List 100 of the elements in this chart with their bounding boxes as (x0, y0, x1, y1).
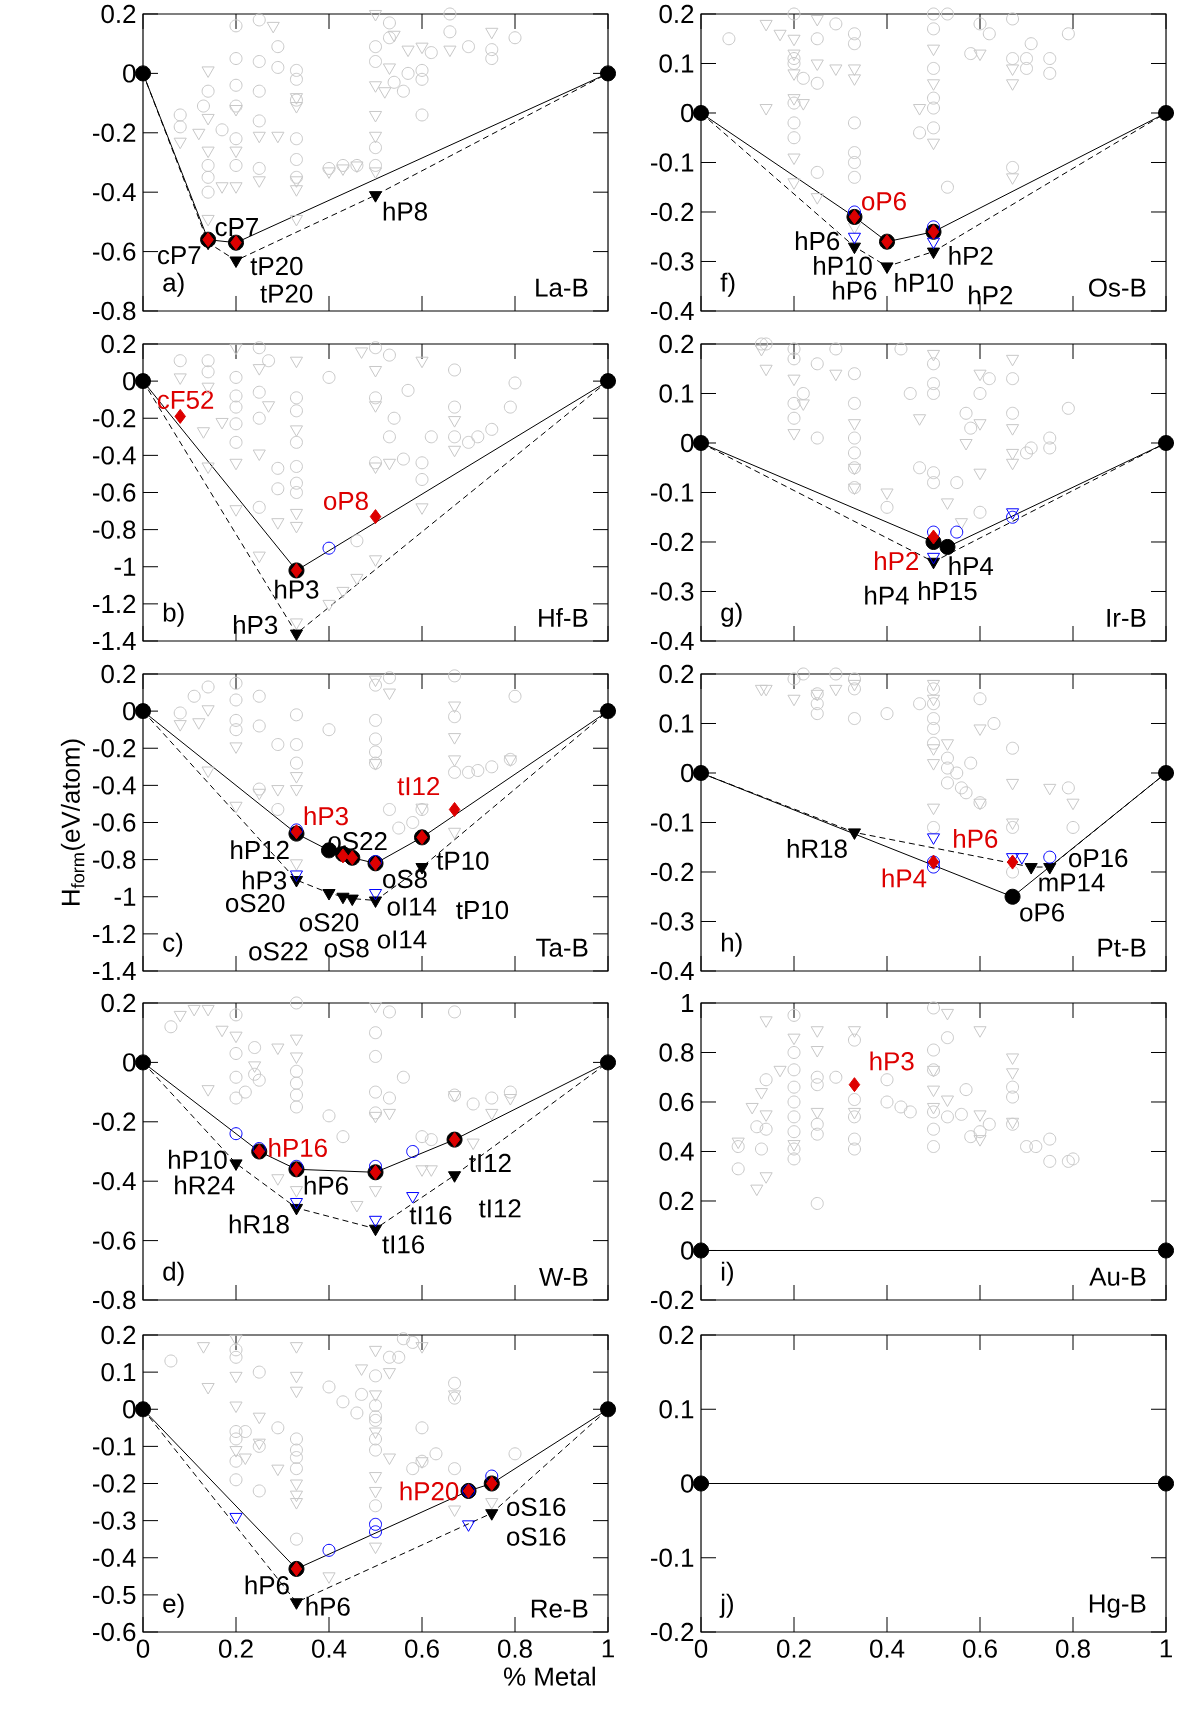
x-tick-label: 0.4 (870, 1639, 905, 1658)
annotation: oS16 (507, 1527, 566, 1546)
annotation: hP4 (949, 556, 994, 575)
y-tick-label: 0.4 (659, 1142, 694, 1161)
y-tick-label: -1 (114, 887, 136, 906)
y-tick-label: 0.2 (101, 1325, 136, 1345)
y-tick-label: -0.1 (93, 1437, 136, 1456)
annotation: hP6 (304, 1175, 348, 1195)
series-label: hP3 (304, 806, 348, 826)
annotation: f) (720, 272, 735, 297)
y-tick-label: -1 (114, 557, 136, 576)
annotation: oS20 (226, 893, 285, 913)
y-tick-label: -0.1 (651, 1548, 694, 1567)
y-tick-label: 0.2 (101, 4, 136, 24)
annotation: hP3 (242, 870, 287, 890)
y-tick-label: -0.4 (93, 776, 136, 795)
annotation: Hf-B (539, 608, 588, 627)
y-tick-label: -0.1 (651, 483, 694, 502)
x-axis-title: % Metal (504, 1666, 595, 1686)
y-tick-label: 0 (123, 64, 136, 83)
y-tick-label: -0.6 (93, 1231, 136, 1250)
annotation: oS22 (249, 942, 308, 961)
annotation: hP6 (245, 1575, 289, 1595)
y-tick-label: -0.4 (93, 1548, 136, 1567)
series-label: hP16 (269, 1137, 327, 1157)
annotation: oS16 (507, 1497, 566, 1517)
annotation: tP10 (456, 900, 509, 920)
series-label: cF52 (157, 390, 214, 409)
annotation: W-B (539, 1267, 588, 1286)
annotation: hP4 (865, 585, 909, 605)
annotation: tP10 (436, 851, 489, 870)
annotation: d) (163, 1261, 184, 1286)
annotation: hP12 (231, 840, 289, 859)
y-tick-label: 0 (681, 763, 694, 783)
series-label: hP4 (882, 868, 927, 888)
series-label: hP3 (870, 1051, 914, 1071)
y-tick-label: -1.4 (93, 632, 136, 650)
annotation: a) (163, 272, 184, 297)
annotation: oS8 (383, 869, 427, 889)
annotation: Hg-B (1089, 1594, 1146, 1618)
x-tick-label: 0 (694, 1639, 708, 1658)
y-tick-label: -1.2 (93, 924, 136, 943)
annotation: e) (163, 1593, 184, 1618)
annotation: b) (163, 602, 184, 627)
y-tick-label: -0.4 (93, 183, 136, 202)
y-tick-label: -0.6 (93, 813, 136, 832)
y-tick-label: -0.6 (93, 1622, 136, 1642)
x-tick-label: 0.2 (777, 1639, 811, 1658)
series-label: hP20 (400, 1481, 459, 1501)
x-tick-label: 0.4 (312, 1639, 347, 1658)
y-tick-label: -0.2 (93, 739, 136, 758)
annotation: Ir-B (1107, 608, 1146, 627)
y-tick-label: -0.2 (651, 1290, 694, 1310)
x-tick-label: 0.8 (498, 1639, 532, 1658)
annotation: tI12 (469, 1153, 511, 1173)
y-tick-label: -0.2 (651, 202, 694, 222)
annotation: cP7 (158, 246, 201, 265)
y-tick-label: -0.8 (93, 1290, 136, 1310)
annotation: h) (722, 932, 742, 957)
annotation: hP2 (969, 285, 1013, 305)
annotation: oS8 (324, 939, 369, 958)
y-tick-label: -0.1 (651, 813, 694, 832)
x-tick-label: 0.8 (1056, 1639, 1090, 1658)
y-tick-label: 0.2 (659, 4, 694, 24)
series-label: hP2 (875, 551, 919, 571)
y-tick-label: 0.2 (659, 1191, 694, 1211)
annotation: hR18 (229, 1214, 289, 1234)
y-tick-label: 0 (681, 1241, 694, 1260)
annotation: hP10 (895, 272, 953, 292)
y-tick-label: -0.4 (651, 301, 694, 321)
annotation: hP6 (795, 231, 840, 251)
y-tick-label: 0 (123, 371, 136, 391)
annotation: tI16 (409, 1206, 452, 1225)
y-tick-label: 0.1 (101, 1362, 136, 1382)
annotation: Os-B (1089, 278, 1146, 297)
y-tick-label: 0.2 (101, 334, 136, 354)
y-tick-label: 0.8 (659, 1043, 694, 1062)
annotation: oP6 (1020, 903, 1065, 922)
annotation: Re-B (531, 1599, 588, 1618)
annotation: j) (719, 1593, 733, 1618)
y-tick-label: 0.1 (659, 1400, 694, 1419)
y-tick-label: 0 (123, 1400, 136, 1419)
y-tick-label: 0 (681, 103, 694, 123)
y-tick-label: -0.2 (651, 1622, 694, 1642)
y-tick-label: -0.3 (651, 912, 694, 931)
x-tick-label: 1 (602, 1639, 614, 1658)
annotation: Au-B (1089, 1267, 1146, 1286)
annotation: tP20 (260, 284, 313, 303)
y-axis-title: H$_{form}$(eV/atom) (60, 739, 85, 905)
y-tick-label: -1.2 (93, 594, 136, 613)
y-tick-label: -1.4 (93, 962, 136, 980)
annotation: hP3 (233, 615, 278, 635)
annotation: hP6 (833, 280, 877, 300)
annotation: La-B (536, 278, 588, 297)
annotation: hP2 (949, 245, 993, 265)
y-tick-label: -0.2 (93, 1474, 136, 1493)
y-tick-label: 0.2 (659, 664, 694, 684)
annotation: hP15 (919, 581, 977, 601)
annotation: oP16 (1069, 848, 1128, 868)
annotation: hP6 (306, 1596, 350, 1616)
